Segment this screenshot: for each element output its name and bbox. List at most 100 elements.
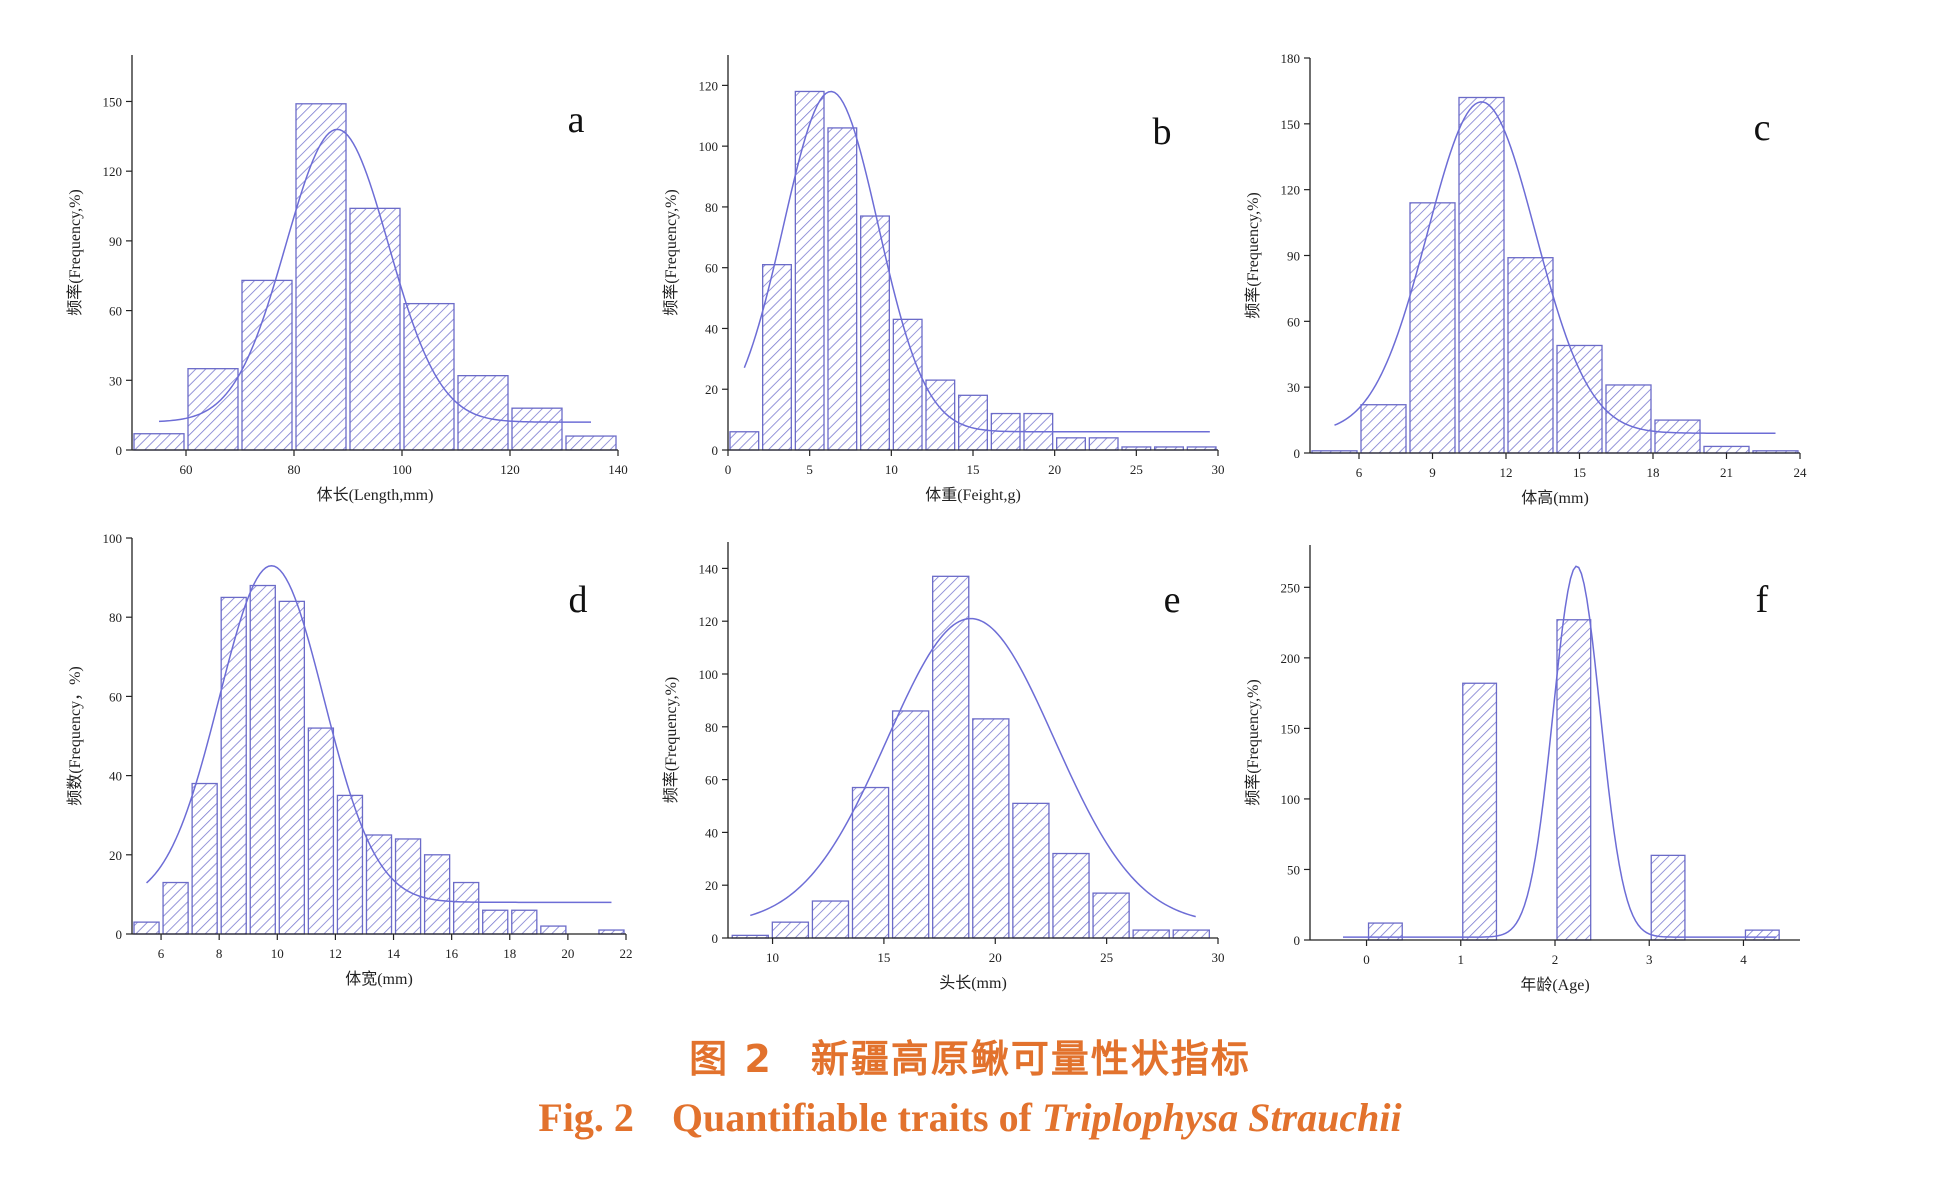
bar-a-6: [457, 374, 509, 451]
panel-letter-d: d: [569, 579, 588, 621]
y-axis-label-d: 频数(Frequency，%): [66, 666, 84, 806]
bar-c-7: [1654, 419, 1701, 454]
panel-f: 0 1 2 3 4 0 50 100 150 200 250 年龄(Age) 频率(Frequency,…: [1244, 545, 1800, 994]
y-tick-label-f-1: 50: [1287, 862, 1300, 877]
y-tick-label-e-2: 40: [705, 825, 718, 840]
fit-curve-d: [146, 564, 612, 904]
bar-e-11: [1172, 929, 1210, 939]
panel-c: 6 9 12 15 18 21 24 0 30 60 90 120 150 180 体高(mm) 频率(Fre…: [1244, 51, 1807, 507]
bar-c-8: [1703, 445, 1750, 454]
bar-b-3: [827, 127, 858, 451]
bar-d-13: [511, 909, 538, 935]
bar-e-10: [1132, 929, 1170, 939]
bar-d-3: [220, 596, 247, 935]
bar-c-3: [1458, 96, 1505, 454]
y-tick-label-b-6: 120: [699, 78, 719, 93]
y-tick-label-a-2: 60: [109, 304, 122, 319]
y-tick-label-a-3: 90: [109, 234, 122, 249]
panel-letter-b: b: [1153, 111, 1172, 153]
bar-b-5: [892, 318, 923, 451]
x-tick-label-e-0: 10: [766, 950, 779, 965]
bar-a-8: [565, 435, 617, 451]
x-tick-label-b-2: 10: [885, 462, 898, 477]
bar-a-7: [511, 407, 563, 451]
x-tick-label-f-1: 1: [1458, 952, 1465, 967]
fit-curve-a: [158, 128, 591, 423]
y-tick-label-d-5: 100: [103, 531, 123, 546]
x-axis-label-d: 体宽(mm): [345, 970, 413, 988]
bar-e-6: [972, 718, 1010, 939]
bar-b-11: [1088, 437, 1119, 451]
bar-d-7: [336, 794, 364, 935]
panel-letter-f: f: [1756, 579, 1769, 621]
panel-d: 6 8 10 12 14 16 18 20 22 0 20 40 60 80 100 体宽(mm) 频数(Fre…: [66, 531, 633, 988]
x-axis-label-e: 头长(mm): [939, 974, 1007, 992]
y-tick-label-c-5: 150: [1281, 117, 1301, 132]
bar-d-0: [133, 921, 160, 935]
bar-e-7: [1012, 802, 1050, 939]
bar-b-6: [925, 379, 956, 451]
x-tick-label-b-6: 30: [1212, 462, 1225, 477]
y-tick-label-c-6: 180: [1281, 51, 1301, 66]
bar-d-4: [249, 584, 276, 935]
y-tick-label-c-1: 30: [1287, 380, 1300, 395]
y-axis-label-b: 频率(Frequency,%): [662, 189, 680, 315]
panel-e: 10 15 20 25 30 0 20 40 60 80 100 120 140 头长(mm) 频率(Fre…: [662, 542, 1225, 992]
y-tick-label-b-2: 40: [705, 321, 718, 336]
caption-en-label: Fig. 2: [538, 1095, 634, 1140]
fit-curve-f: [1342, 565, 1777, 938]
y-axis-label-c: 频率(Frequency,%): [1244, 192, 1262, 318]
bar-b-0: [729, 431, 760, 451]
y-tick-label-f-4: 200: [1281, 651, 1301, 666]
y-tick-label-d-2: 40: [109, 769, 122, 784]
y-tick-label-e-7: 140: [699, 561, 719, 576]
bar-d-5: [278, 600, 306, 935]
caption-cn-label: 图 2: [689, 1037, 773, 1081]
x-tick-label-d-0: 6: [158, 946, 165, 961]
panel-b: 0 5 10 15 20 25 30 0 20 40 60 80 100 120 体重(Feight,g) 频…: [662, 55, 1225, 504]
fit-curve-e: [750, 617, 1196, 918]
bar-b-4: [860, 215, 890, 451]
bar-b-10: [1056, 437, 1086, 451]
y-tick-label-a-4: 120: [103, 164, 123, 179]
bar-d-9: [394, 838, 422, 935]
y-tick-label-b-0: 0: [712, 443, 719, 458]
y-tick-label-b-1: 20: [705, 382, 718, 397]
bar-a-0: [133, 433, 185, 451]
caption-en-text: Quantifiable traits of: [671, 1095, 1032, 1140]
fit-curve-b: [743, 90, 1210, 433]
caption-cn-text: 新疆高原鳅可量性状指标: [810, 1037, 1251, 1081]
caption-en-species: Triplophysa Strauchii: [1041, 1095, 1402, 1140]
bar-d-12: [482, 909, 509, 935]
x-tick-label-e-3: 25: [1100, 950, 1113, 965]
x-tick-label-a-1: 80: [288, 462, 301, 477]
y-tick-label-e-3: 60: [705, 773, 718, 788]
bar-c-6: [1605, 384, 1652, 454]
y-tick-label-a-5: 150: [103, 94, 123, 109]
x-tick-label-d-4: 14: [387, 946, 401, 961]
x-tick-label-f-0: 0: [1363, 952, 1370, 967]
bar-d-14: [540, 925, 567, 935]
x-tick-label-e-4: 30: [1212, 950, 1225, 965]
figure-caption-en: Fig. 2 Quantifiable traits of Triplophysa…: [0, 1094, 1940, 1141]
y-tick-label-a-1: 30: [109, 373, 122, 388]
x-tick-label-b-4: 20: [1048, 462, 1061, 477]
bar-f-1: [1462, 682, 1498, 941]
panel-letter-e: e: [1164, 579, 1181, 621]
y-tick-label-d-0: 0: [116, 927, 123, 942]
x-tick-label-f-4: 4: [1740, 952, 1747, 967]
x-tick-label-e-1: 15: [877, 950, 890, 965]
bar-e-1: [771, 921, 810, 939]
x-tick-label-b-1: 5: [806, 462, 813, 477]
bar-d-11: [452, 881, 480, 935]
y-axis-label-a: 频率(Frequency,%): [66, 189, 84, 315]
x-tick-label-d-1: 8: [216, 946, 223, 961]
bar-d-2: [191, 782, 218, 935]
x-tick-label-c-2: 12: [1500, 465, 1513, 480]
y-tick-label-c-0: 0: [1294, 446, 1301, 461]
y-axis-label-f: 频率(Frequency,%): [1244, 679, 1262, 805]
bar-a-3: [295, 103, 347, 451]
y-axis-label-e: 频率(Frequency,%): [662, 677, 680, 803]
bar-e-2: [811, 900, 850, 939]
bar-d-10: [423, 854, 451, 935]
